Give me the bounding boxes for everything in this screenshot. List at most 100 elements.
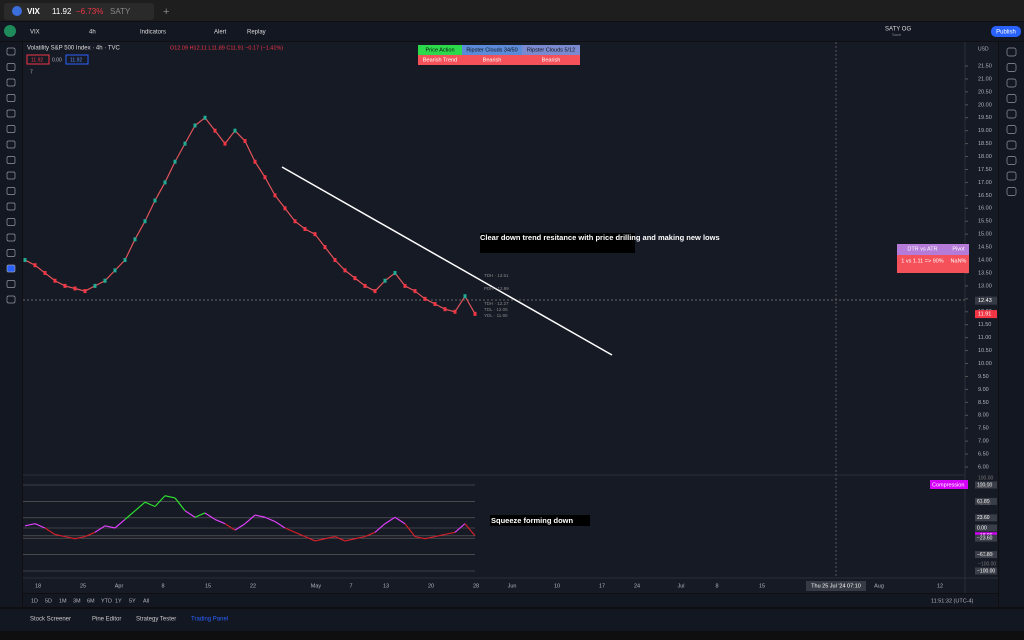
price-tick-label: 16.50	[978, 193, 992, 199]
range-button[interactable]: 6M	[87, 598, 95, 604]
oscillator-segment	[134, 501, 146, 512]
range-button[interactable]: 5Y	[129, 598, 136, 604]
panel-tab[interactable]: Stock Screener	[30, 617, 71, 623]
table-cell	[948, 255, 969, 273]
side-icon	[1006, 94, 1017, 103]
price-tick-label: 13.00	[978, 283, 992, 289]
range-button[interactable]: 1D	[31, 598, 38, 604]
panel-tab[interactable]: Pine Editor	[92, 617, 121, 623]
cursor-date: Thu 25 Jul '24 07:10	[811, 583, 861, 589]
candle	[343, 268, 347, 273]
range-button[interactable]: 1Y	[115, 598, 122, 604]
tab-price: 11.92	[52, 7, 72, 16]
oscillator-segment	[234, 523, 246, 531]
candle	[283, 206, 287, 211]
osc-badge-label: −100.00	[977, 568, 995, 574]
symbol-search[interactable]: VIX	[30, 30, 40, 36]
oscillator-segment	[324, 536, 336, 540]
price-tick-label: 8.00	[978, 413, 989, 419]
indicator-count[interactable]: 7	[30, 69, 33, 75]
tool-icon	[6, 109, 16, 118]
tool-icon	[6, 264, 16, 273]
date-label: 8	[715, 583, 718, 589]
date-label: Aug	[874, 583, 884, 589]
table-header: Ripster Clouds 5/12	[527, 47, 575, 53]
range-button[interactable]: All	[143, 598, 149, 604]
level-label: TDH · 13.51	[484, 273, 509, 278]
tool-icon	[6, 187, 16, 195]
oscillator-segment	[334, 536, 346, 542]
price-tick-label: 13.50	[978, 270, 992, 276]
price-badge-label: 11.91	[978, 312, 991, 318]
oscillator-segment	[284, 527, 296, 533]
tool-icon	[6, 125, 16, 133]
osc-badge	[975, 534, 997, 542]
date-label: 17	[599, 583, 605, 589]
osc-tick-label: 100.00	[978, 475, 994, 481]
level-label: TDH · 12.27	[484, 301, 509, 306]
osc-badge	[975, 497, 997, 505]
table-header-cell	[418, 45, 462, 55]
candle	[413, 289, 417, 294]
candle	[393, 270, 397, 275]
side-icon	[1006, 125, 1017, 134]
range-button[interactable]: 5D	[45, 598, 52, 604]
date-label: 28	[473, 583, 479, 589]
osc-tick-label: −100.00	[978, 561, 996, 567]
oscillator-segment	[54, 533, 66, 538]
annotation: Clear down trend resitance with price dr…	[480, 233, 720, 242]
oscillator-segment	[444, 531, 456, 536]
price-tick-label: 20.50	[978, 89, 992, 95]
side-icon	[1006, 171, 1017, 181]
panel-tab[interactable]: Strategy Tester	[136, 617, 176, 623]
candle	[143, 219, 147, 224]
side-icon	[1006, 156, 1017, 165]
date-label: 8	[161, 583, 164, 589]
price-tick-label: 6.00	[978, 464, 989, 470]
oscillator-segment	[24, 523, 36, 527]
candle	[433, 302, 437, 307]
layout-name[interactable]: SATY OG	[885, 27, 911, 33]
ask: 11.92	[70, 57, 82, 63]
candle	[133, 237, 137, 242]
compression-label: Compression	[932, 482, 964, 488]
indicators-button[interactable]: Indicators	[140, 30, 166, 36]
range-button[interactable]: YTD	[101, 598, 112, 604]
candle	[43, 270, 47, 275]
candle	[173, 159, 177, 164]
tab-name: SATY	[110, 7, 131, 16]
oscillator-segment	[164, 495, 176, 499]
alert-button[interactable]: Alert	[214, 30, 227, 36]
osc-badge-label: 23.60	[977, 515, 990, 521]
date-label: Jul	[677, 583, 684, 589]
osc-badge-label: 0.00	[977, 525, 987, 531]
oscillator-segment	[124, 510, 136, 520]
publish-button[interactable]: Publish	[996, 30, 1016, 36]
tool-icon	[6, 295, 16, 304]
side-icon	[1006, 78, 1017, 88]
tab-change: −6.73%	[76, 7, 103, 16]
symbol-title: Volatility S&P 500 Index · 4h · TVC	[27, 46, 120, 52]
tab-symbol[interactable]: VIX	[27, 7, 41, 16]
panel-tab[interactable]: Trading Panel	[191, 617, 228, 623]
table-header: Ripster Clouds 34/50	[466, 47, 517, 53]
oscillator-segment	[264, 516, 276, 523]
replay-button[interactable]: Replay	[247, 30, 266, 36]
price-tick-label: 15.00	[978, 232, 992, 238]
date-label: May	[311, 583, 322, 589]
interval[interactable]: 4h	[89, 30, 96, 36]
range-button[interactable]: 3M	[73, 598, 81, 604]
range-button[interactable]: 1M	[59, 598, 67, 604]
candle	[93, 283, 97, 288]
candle	[253, 159, 257, 164]
oscillator-segment	[414, 536, 426, 540]
table-header-cell	[522, 45, 580, 55]
layout-save: Save	[892, 32, 902, 37]
table-cell	[897, 255, 948, 273]
oscillator-segment	[394, 516, 406, 525]
price-tick-label: 10.50	[978, 348, 992, 354]
candle	[153, 198, 157, 203]
new-tab[interactable]: +	[163, 6, 169, 18]
price-tick-label: 18.50	[978, 141, 992, 147]
